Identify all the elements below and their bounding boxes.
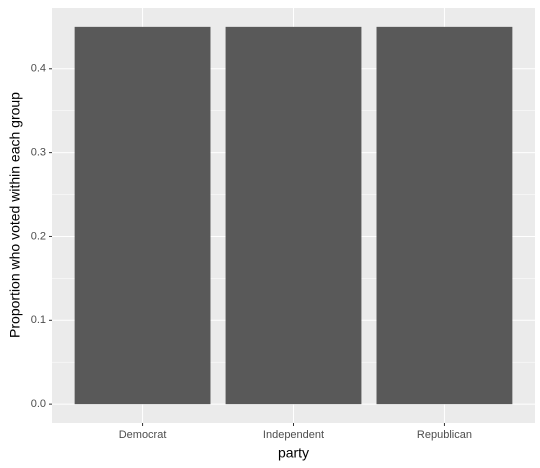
y-tick-label: 0.3	[31, 147, 46, 159]
bar	[225, 26, 362, 405]
y-tick-label: 0.4	[31, 63, 46, 75]
bar	[74, 26, 211, 405]
x-tick-label: Democrat	[119, 429, 167, 441]
y-tick-label: 0.2	[31, 230, 46, 242]
bar	[376, 26, 513, 405]
y-tick-label: 0.0	[31, 398, 46, 410]
x-axis-title: party	[278, 445, 309, 461]
x-tick-label: Independent	[263, 429, 324, 441]
y-tick-label: 0.1	[31, 314, 46, 326]
y-axis-title: Proportion who voted within each group	[7, 92, 23, 338]
x-tick-label: Republican	[417, 429, 472, 441]
